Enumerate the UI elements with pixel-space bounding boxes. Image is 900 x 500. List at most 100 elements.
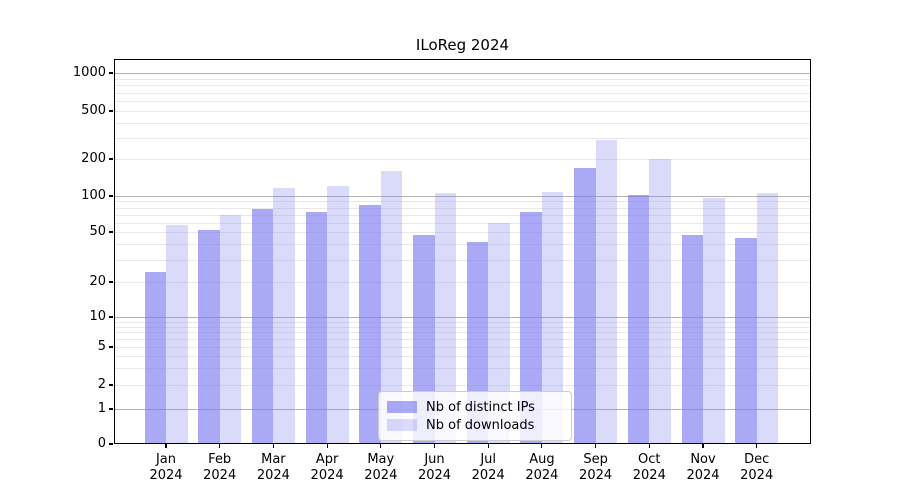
grid-line-minor	[115, 111, 810, 112]
y-axis-tick	[109, 158, 113, 160]
x-axis-tick-label: Sep 2024	[579, 452, 613, 483]
grid-line-minor	[115, 201, 810, 203]
grid-line-minor	[115, 159, 810, 160]
y-axis-tick	[109, 110, 113, 112]
grid-line-minor	[115, 326, 810, 328]
legend-item-distinct-ips: Nb of distinct IPs	[387, 398, 563, 416]
bar-downloads	[541, 191, 564, 444]
legend-swatch-distinct-ips	[387, 401, 417, 413]
x-axis-tick-label: Mar 2024	[256, 452, 290, 483]
bar-distinct-ips	[359, 205, 381, 444]
grid-line-minor	[115, 244, 810, 246]
x-axis-tick-label: Feb 2024	[203, 452, 237, 483]
x-axis-tick	[756, 444, 758, 448]
y-axis-tick-label: 100	[81, 188, 106, 203]
x-axis-tick-label: Jul 2024	[471, 452, 505, 483]
x-axis-tick-label: Oct 2024	[632, 452, 666, 483]
bar-distinct-ips	[574, 167, 596, 444]
bar-distinct-ips	[735, 237, 757, 444]
x-axis-tick	[433, 444, 436, 448]
bar-downloads	[273, 187, 295, 444]
y-axis-tick	[109, 346, 113, 348]
grid-line-major	[115, 196, 810, 197]
y-axis-tick-label: 1000	[72, 65, 106, 80]
bar-distinct-ips	[251, 208, 274, 444]
x-axis-tick-label: Jan 2024	[149, 452, 183, 483]
y-axis-tick-label: 20	[89, 274, 106, 289]
bar-downloads	[327, 186, 349, 444]
x-axis-tick-label: Dec 2024	[740, 452, 774, 483]
x-axis-tick-label: May 2024	[364, 452, 398, 483]
grid-line-minor	[115, 78, 810, 80]
x-axis-tick	[272, 444, 274, 448]
grid-line-minor	[115, 222, 810, 224]
grid-line-minor	[115, 282, 810, 283]
grid-line-minor	[115, 122, 810, 124]
grid-line-minor	[115, 214, 810, 216]
grid-line-minor	[115, 259, 810, 261]
legend-label-downloads: Nb of downloads	[426, 417, 535, 433]
x-axis-tick	[487, 444, 489, 448]
x-axis-tick	[219, 444, 221, 448]
x-axis-tick-label: Jun 2024	[417, 452, 452, 483]
legend-label-distinct-ips: Nb of distinct IPs	[426, 399, 535, 415]
grid-line-minor	[115, 92, 810, 94]
y-axis-tick	[109, 384, 113, 386]
grid-line-minor	[115, 368, 810, 370]
y-axis-tick-label: 500	[81, 103, 106, 118]
bar-distinct-ips	[520, 211, 542, 444]
legend: Nb of distinct IPs Nb of downloads	[378, 391, 572, 441]
grid-line-major	[115, 73, 810, 74]
y-axis-tick-label: 5	[97, 339, 106, 354]
grid-line-minor	[115, 101, 810, 102]
bar-distinct-ips	[198, 229, 220, 444]
grid-line-major	[115, 317, 810, 318]
y-axis-tick-label: 2	[97, 377, 106, 392]
y-axis-tick-label: 200	[81, 151, 106, 166]
bar-downloads	[219, 214, 242, 444]
x-axis-tick-label: Aug 2024	[525, 452, 559, 483]
chart-title: ILoReg 2024	[415, 36, 510, 54]
x-axis-tick	[326, 444, 328, 448]
y-axis-tick-label: 10	[89, 309, 106, 324]
grid-line-minor	[115, 137, 810, 139]
x-axis-tick	[380, 444, 382, 448]
legend-item-downloads: Nb of downloads	[387, 416, 563, 434]
grid-line-minor	[115, 207, 810, 209]
y-axis-tick	[109, 443, 113, 445]
y-axis-tick	[109, 231, 113, 233]
bar-downloads	[488, 222, 510, 444]
x-axis-tick	[648, 444, 650, 448]
y-axis-tick	[109, 316, 113, 318]
bar-distinct-ips	[305, 212, 328, 444]
bar-downloads	[649, 159, 671, 444]
bar-downloads	[166, 225, 188, 444]
y-axis-tick	[109, 72, 113, 74]
grid-line-minor	[115, 339, 810, 341]
grid-line-minor	[115, 347, 810, 348]
grid-line-minor	[115, 85, 810, 87]
bar-distinct-ips	[144, 272, 166, 444]
y-axis-tick	[109, 195, 113, 197]
legend-swatch-downloads	[387, 419, 417, 431]
bar-distinct-ips	[627, 195, 650, 444]
x-axis-tick-label: Apr 2024	[310, 452, 344, 483]
grid-line-minor	[115, 332, 810, 334]
bar-downloads	[703, 198, 725, 444]
grid-line-minor	[115, 356, 810, 358]
grid-line-minor	[115, 385, 810, 386]
bar-distinct-ips	[681, 235, 703, 444]
y-axis-tick-label: 50	[89, 224, 106, 239]
bar-downloads	[434, 192, 456, 444]
y-axis-tick	[109, 281, 113, 283]
grid-line-minor	[115, 232, 810, 233]
x-axis-tick	[702, 444, 704, 448]
y-axis-tick	[109, 408, 113, 410]
grid-line-minor	[115, 321, 810, 323]
x-axis-tick	[165, 444, 167, 448]
bar-downloads	[756, 192, 779, 444]
y-axis-tick-label: 1	[97, 401, 106, 416]
y-axis-tick-label: 0	[97, 436, 106, 451]
bar-downloads	[595, 140, 618, 444]
